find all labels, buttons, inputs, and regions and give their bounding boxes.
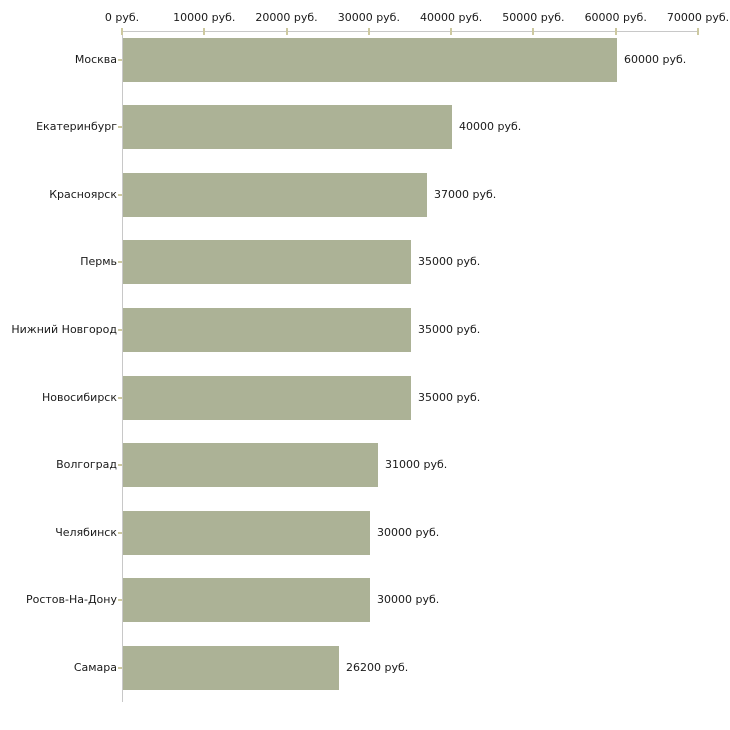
category-label: Екатеринбург [36,120,117,134]
category-label: Пермь [80,255,117,269]
x-tick-mark [450,28,453,35]
value-label: 60000 руб. [624,52,687,66]
y-tick-mark [118,464,122,467]
category-label: Москва [74,52,117,66]
value-label: 37000 руб. [434,187,497,201]
y-tick-mark [118,193,122,196]
value-label: 26200 руб. [346,660,409,674]
x-tick-label: 60000 руб. [584,11,647,24]
y-tick-mark [118,599,122,602]
value-label: 35000 руб. [418,255,481,269]
bar [123,443,378,488]
x-tick-mark [614,28,617,35]
x-tick-label: 30000 руб. [337,11,400,24]
value-label: 40000 руб. [459,120,522,134]
bar [123,375,411,420]
value-label: 35000 руб. [418,390,481,404]
x-tick-label: 20000 руб. [255,11,318,24]
value-label: 30000 руб. [377,593,440,607]
bar [123,307,411,352]
x-tick-label: 40000 руб. [420,11,483,24]
y-axis-line [122,31,123,702]
bar [123,37,617,82]
x-axis-line [122,31,699,32]
bar [123,240,411,285]
y-tick-mark [118,396,122,399]
category-label: Красноярск [49,187,117,201]
x-tick-label: 50000 руб. [502,11,565,24]
x-tick-mark [285,28,288,35]
y-tick-mark [118,531,122,534]
category-label: Волгоград [56,458,117,472]
category-label: Новосибирск [41,390,117,404]
value-label: 35000 руб. [418,322,481,336]
bar [123,578,370,623]
category-label: Самара [73,660,117,674]
x-tick-label: 0 руб. [104,11,140,24]
x-tick-mark [532,28,535,35]
x-tick-mark [121,28,123,35]
y-tick-mark [118,126,122,129]
x-tick-label: 70000 руб. [666,11,730,24]
bar [123,105,452,150]
category-label: Челябинск [55,525,117,539]
y-tick-mark [118,58,122,61]
bar [123,510,370,555]
y-tick-mark [118,328,122,331]
category-label: Нижний Новгород [11,322,117,336]
y-tick-mark [118,261,122,264]
value-label: 31000 руб. [385,458,448,472]
value-label: 30000 руб. [377,525,440,539]
x-tick-label: 10000 руб. [173,11,236,24]
x-tick-mark [367,28,370,35]
bar [123,172,427,217]
x-tick-mark [203,28,206,35]
x-tick-mark [697,28,699,35]
y-tick-mark [118,666,122,669]
category-label: Ростов-На-Дону [25,593,117,607]
bar [123,645,339,690]
